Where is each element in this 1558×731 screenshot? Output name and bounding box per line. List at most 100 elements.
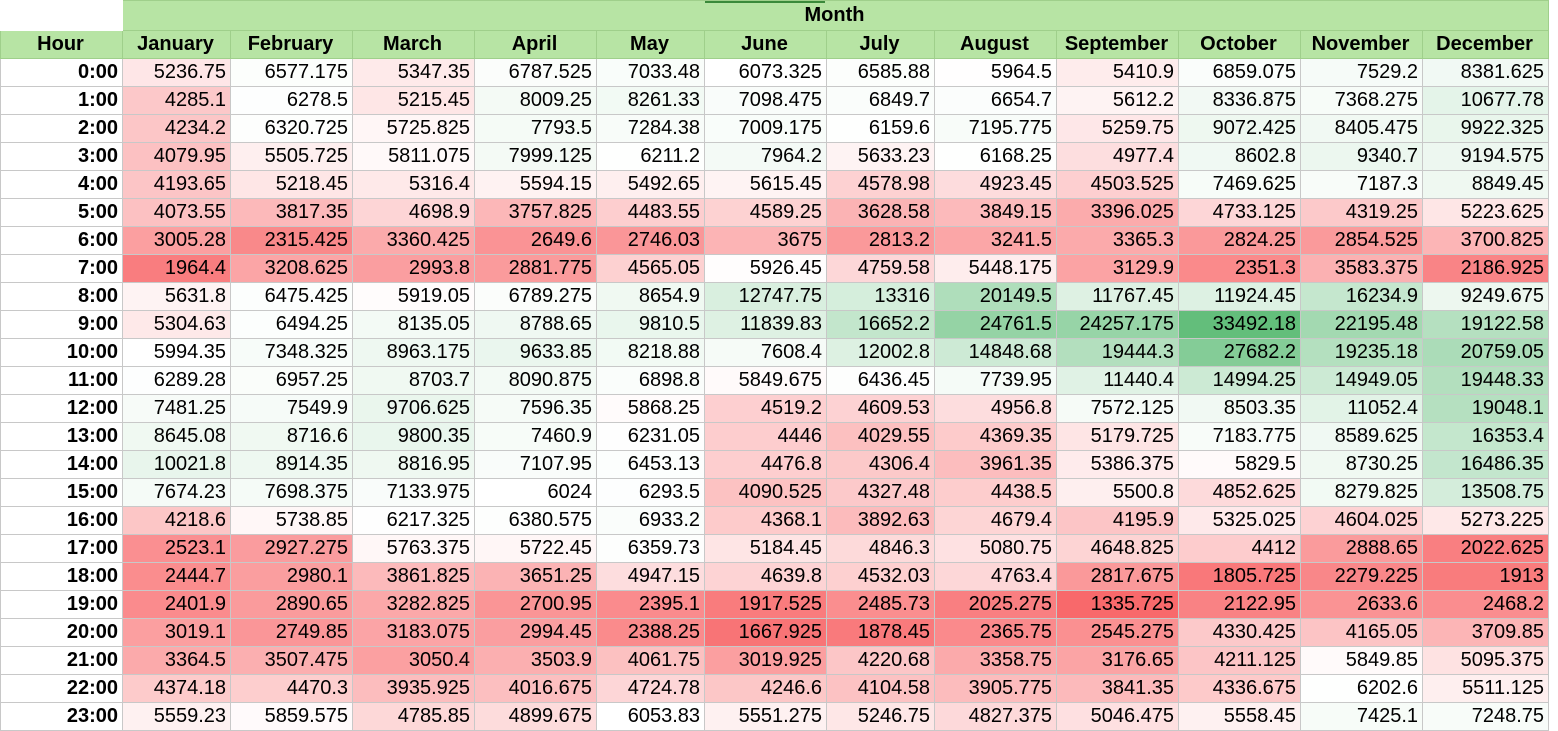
heatmap-cell[interactable]: 5594.15 (474, 170, 597, 199)
heatmap-cell[interactable]: 2025.275 (934, 590, 1057, 619)
heatmap-cell[interactable]: 3365.3 (1056, 226, 1179, 255)
heatmap-cell[interactable]: 4211.125 (1178, 646, 1301, 675)
heatmap-cell[interactable]: 4639.8 (704, 562, 827, 591)
row-header-hour[interactable]: 0:00 (0, 58, 123, 87)
heatmap-cell[interactable]: 9249.675 (1422, 282, 1549, 311)
heatmap-cell[interactable]: 7425.1 (1300, 702, 1423, 731)
heatmap-cell[interactable]: 2022.625 (1422, 534, 1549, 563)
heatmap-cell[interactable]: 6024 (474, 478, 597, 507)
heatmap-cell[interactable]: 7183.775 (1178, 422, 1301, 451)
heatmap-cell[interactable]: 3892.63 (826, 506, 935, 535)
heatmap-cell[interactable]: 4061.75 (596, 646, 705, 675)
heatmap-cell[interactable]: 24257.175 (1056, 310, 1179, 339)
heatmap-cell[interactable]: 8914.35 (230, 450, 353, 479)
heatmap-cell[interactable]: 2279.225 (1300, 562, 1423, 591)
heatmap-cell[interactable]: 27682.2 (1178, 338, 1301, 367)
heatmap-cell[interactable]: 4852.625 (1178, 478, 1301, 507)
heatmap-cell[interactable]: 5500.8 (1056, 478, 1179, 507)
heatmap-cell[interactable]: 4368.1 (704, 506, 827, 535)
heatmap-cell[interactable]: 7481.25 (122, 394, 231, 423)
heatmap-cell[interactable]: 8279.825 (1300, 478, 1423, 507)
heatmap-cell[interactable]: 5218.45 (230, 170, 353, 199)
heatmap-cell[interactable]: 2927.275 (230, 534, 353, 563)
heatmap-cell[interactable]: 5738.85 (230, 506, 353, 535)
heatmap-cell[interactable]: 5964.5 (934, 58, 1057, 87)
heatmap-cell[interactable]: 7999.125 (474, 142, 597, 171)
heatmap-cell[interactable]: 2824.25 (1178, 226, 1301, 255)
corner-cell[interactable] (0, 0, 123, 31)
heatmap-cell[interactable]: 2633.6 (1300, 590, 1423, 619)
column-header-november[interactable]: November (1300, 30, 1423, 59)
heatmap-cell[interactable]: 4090.525 (704, 478, 827, 507)
heatmap-cell[interactable]: 5511.125 (1422, 674, 1549, 703)
heatmap-cell[interactable]: 8602.8 (1178, 142, 1301, 171)
heatmap-cell[interactable]: 4285.1 (122, 86, 231, 115)
heatmap-cell[interactable]: 5246.75 (826, 702, 935, 731)
heatmap-cell[interactable]: 3675 (704, 226, 827, 255)
heatmap-cell[interactable]: 2401.9 (122, 590, 231, 619)
heatmap-cell[interactable]: 6453.13 (596, 450, 705, 479)
heatmap-cell[interactable]: 4519.2 (704, 394, 827, 423)
heatmap-cell[interactable]: 4698.9 (352, 198, 475, 227)
heatmap-cell[interactable]: 6585.88 (826, 58, 935, 87)
heatmap-cell[interactable]: 3183.075 (352, 618, 475, 647)
heatmap-cell[interactable]: 9800.35 (352, 422, 475, 451)
heatmap-cell[interactable]: 3861.825 (352, 562, 475, 591)
heatmap-cell[interactable]: 9922.325 (1422, 114, 1549, 143)
heatmap-cell[interactable]: 6436.45 (826, 366, 935, 395)
heatmap-cell[interactable]: 4578.98 (826, 170, 935, 199)
heatmap-cell[interactable]: 5325.025 (1178, 506, 1301, 535)
heatmap-cell[interactable]: 8218.88 (596, 338, 705, 367)
row-header-hour[interactable]: 10:00 (0, 338, 123, 367)
heatmap-cell[interactable]: 16353.4 (1422, 422, 1549, 451)
heatmap-cell[interactable]: 6859.075 (1178, 58, 1301, 87)
heatmap-cell[interactable]: 7195.775 (934, 114, 1057, 143)
heatmap-cell[interactable]: 6159.6 (826, 114, 935, 143)
heatmap-cell[interactable]: 11767.45 (1056, 282, 1179, 311)
heatmap-cell[interactable]: 2746.03 (596, 226, 705, 255)
heatmap-cell[interactable]: 4369.35 (934, 422, 1057, 451)
heatmap-cell[interactable]: 4947.15 (596, 562, 705, 591)
heatmap-cell[interactable]: 8816.95 (352, 450, 475, 479)
heatmap-cell[interactable]: 11924.45 (1178, 282, 1301, 311)
heatmap-cell[interactable]: 6073.325 (704, 58, 827, 87)
heatmap-cell[interactable]: 1335.725 (1056, 590, 1179, 619)
heatmap-cell[interactable]: 4438.5 (934, 478, 1057, 507)
heatmap-cell[interactable]: 4956.8 (934, 394, 1057, 423)
heatmap-cell[interactable]: 2890.65 (230, 590, 353, 619)
heatmap-cell[interactable]: 7698.375 (230, 478, 353, 507)
heatmap-cell[interactable]: 8405.475 (1300, 114, 1423, 143)
heatmap-cell[interactable]: 5410.9 (1056, 58, 1179, 87)
heatmap-cell[interactable]: 5725.825 (352, 114, 475, 143)
heatmap-cell[interactable]: 8716.6 (230, 422, 353, 451)
heatmap-cell[interactable]: 5316.4 (352, 170, 475, 199)
heatmap-cell[interactable]: 7469.625 (1178, 170, 1301, 199)
heatmap-cell[interactable]: 24761.5 (934, 310, 1057, 339)
heatmap-cell[interactable]: 7187.3 (1300, 170, 1423, 199)
heatmap-cell[interactable]: 7739.95 (934, 366, 1057, 395)
heatmap-cell[interactable]: 2888.65 (1300, 534, 1423, 563)
row-header-hour[interactable]: 9:00 (0, 310, 123, 339)
heatmap-cell[interactable]: 3396.025 (1056, 198, 1179, 227)
column-header-march[interactable]: March (352, 30, 475, 59)
heatmap-cell[interactable]: 3849.15 (934, 198, 1057, 227)
heatmap-cell[interactable]: 3841.35 (1056, 674, 1179, 703)
heatmap-cell[interactable]: 4016.675 (474, 674, 597, 703)
heatmap-cell[interactable]: 6577.175 (230, 58, 353, 87)
row-header-hour[interactable]: 3:00 (0, 142, 123, 171)
heatmap-cell[interactable]: 1917.525 (704, 590, 827, 619)
row-header-hour[interactable]: 21:00 (0, 646, 123, 675)
heatmap-cell[interactable]: 6787.525 (474, 58, 597, 87)
heatmap-cell[interactable]: 5868.25 (596, 394, 705, 423)
heatmap-cell[interactable]: 5080.75 (934, 534, 1057, 563)
heatmap-cell[interactable]: 6789.275 (474, 282, 597, 311)
heatmap-cell[interactable]: 2523.1 (122, 534, 231, 563)
heatmap-cell[interactable]: 4759.58 (826, 254, 935, 283)
heatmap-cell[interactable]: 8849.45 (1422, 170, 1549, 199)
heatmap-cell[interactable]: 7133.975 (352, 478, 475, 507)
row-header-hour[interactable]: 11:00 (0, 366, 123, 395)
heatmap-cell[interactable]: 9340.7 (1300, 142, 1423, 171)
row-header-hour[interactable]: 22:00 (0, 674, 123, 703)
heatmap-cell[interactable]: 5551.275 (704, 702, 827, 731)
heatmap-cell[interactable]: 9706.625 (352, 394, 475, 423)
